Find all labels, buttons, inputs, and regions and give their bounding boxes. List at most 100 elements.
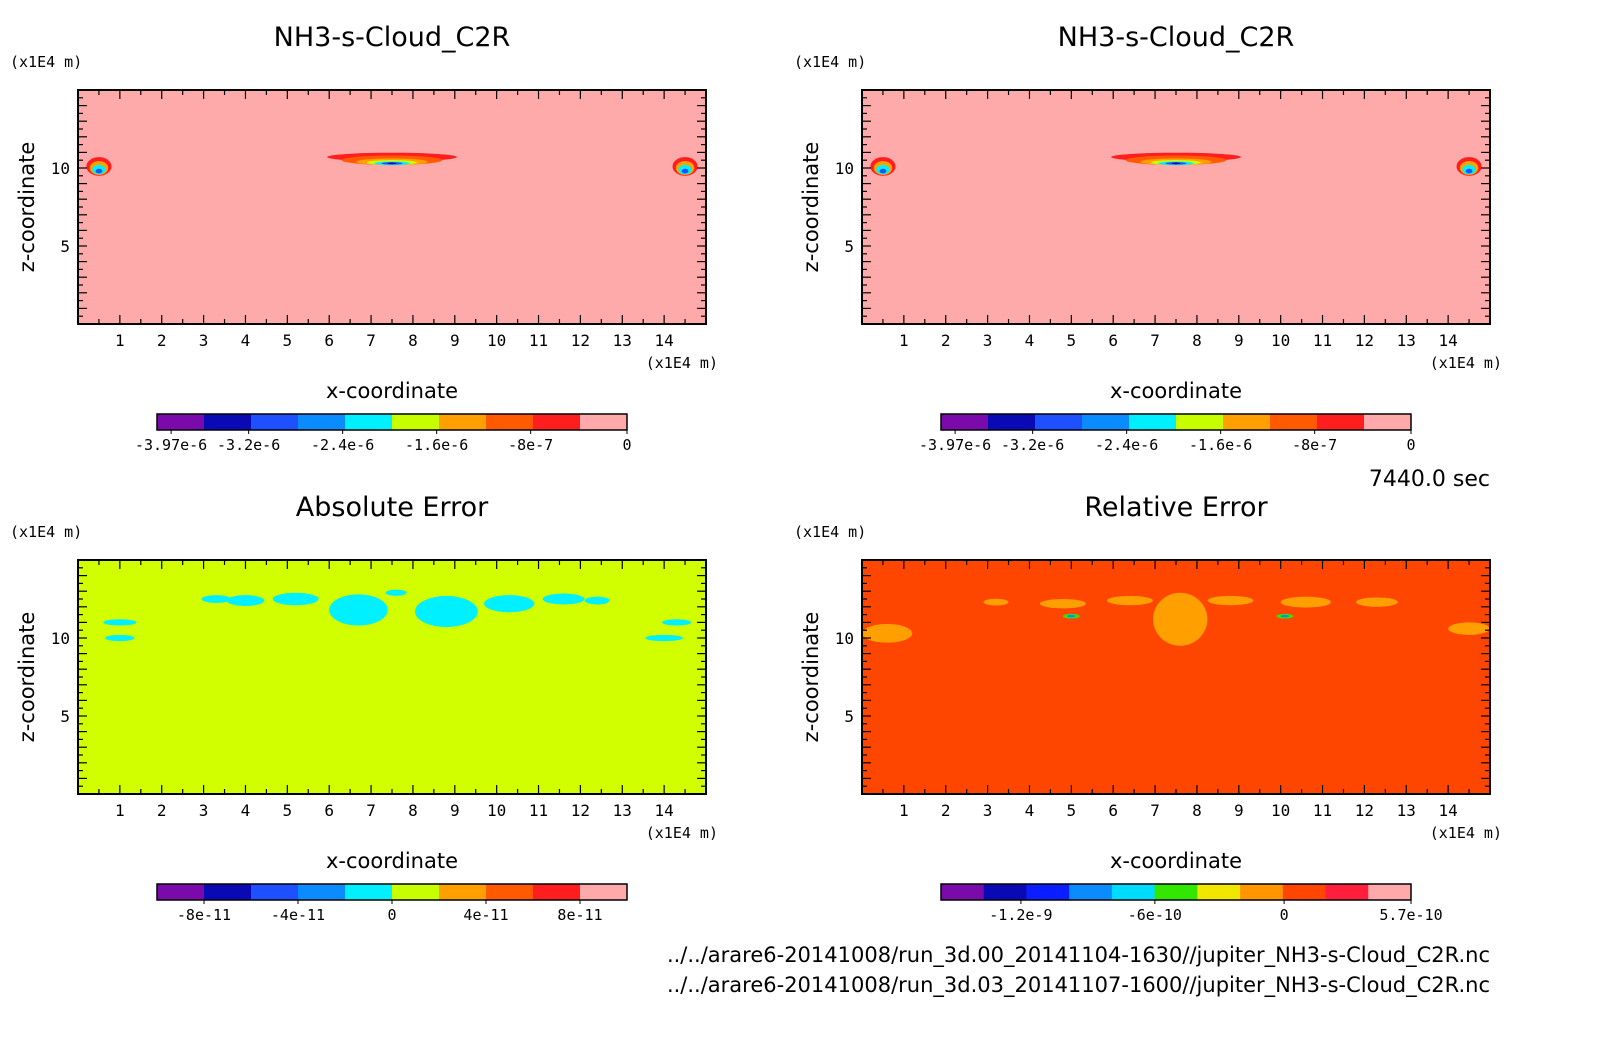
x-tick-label: 2 bbox=[157, 801, 167, 820]
x-tick-label: 4 bbox=[241, 801, 251, 820]
plot-area bbox=[78, 90, 706, 324]
error-patch bbox=[1039, 599, 1086, 609]
error-patch bbox=[415, 595, 478, 628]
x-tick-label: 14 bbox=[1439, 801, 1458, 820]
colorbar-swatch bbox=[345, 884, 393, 900]
x-tick-label: 7 bbox=[366, 801, 376, 820]
z-tick-label: 5 bbox=[844, 237, 854, 256]
colorbar-label: -3.97e-6 bbox=[135, 436, 207, 454]
error-patch bbox=[329, 594, 388, 626]
x-tick-label: 8 bbox=[1192, 801, 1202, 820]
colorbar-swatch bbox=[1026, 884, 1070, 900]
colorbar-swatch bbox=[988, 414, 1036, 430]
x-tick-label: 8 bbox=[1192, 331, 1202, 350]
z-axis-label: z-coordinate bbox=[15, 612, 39, 743]
colorbar-swatch bbox=[1368, 884, 1412, 900]
colorbar-label: -6e-10 bbox=[1128, 906, 1182, 924]
cloud-central bbox=[1171, 162, 1181, 165]
colorbar-swatch bbox=[1082, 414, 1130, 430]
colorbar-swatch bbox=[392, 414, 440, 430]
x-tick-label: 14 bbox=[655, 801, 674, 820]
error-patch bbox=[1356, 597, 1398, 607]
x-axis-label: x-coordinate bbox=[326, 379, 458, 403]
colorbar-swatch bbox=[298, 884, 346, 900]
error-spot bbox=[1067, 614, 1076, 618]
error-patch bbox=[542, 593, 585, 605]
colorbar-label: -8e-7 bbox=[1292, 436, 1337, 454]
z-axis-label: z-coordinate bbox=[799, 142, 823, 273]
z-tick-label: 10 bbox=[51, 629, 70, 648]
z-axis-label: z-coordinate bbox=[799, 612, 823, 743]
x-tick-label: 13 bbox=[1397, 801, 1416, 820]
z-unit-label: (x1E4 m) bbox=[794, 523, 866, 541]
colorbar-label: 5.7e-10 bbox=[1379, 906, 1442, 924]
x-tick-label: 10 bbox=[1271, 331, 1290, 350]
z-unit-label: (x1E4 m) bbox=[794, 53, 866, 71]
z-unit-label: (x1E4 m) bbox=[10, 523, 82, 541]
x-tick-label: 3 bbox=[983, 801, 993, 820]
error-patch bbox=[385, 589, 407, 596]
chart-panel-1: NH3-s-Cloud_C2R(x1E4 m)(x1E4 m)1 2 3 4 5 6 7 8 9… bbox=[10, 22, 718, 454]
z-tick-label: 5 bbox=[60, 707, 70, 726]
x-tick-label: 5 bbox=[283, 801, 293, 820]
colorbar-swatch bbox=[486, 884, 534, 900]
x-tick-label: 5 bbox=[283, 331, 293, 350]
colorbar-label: -1.2e-9 bbox=[989, 906, 1052, 924]
error-patch bbox=[983, 598, 1009, 606]
x-axis-label: x-coordinate bbox=[1110, 849, 1242, 873]
colorbar-label: -8e-11 bbox=[177, 906, 231, 924]
plot-area bbox=[862, 90, 1490, 324]
x-unit-label: (x1E4 m) bbox=[646, 354, 718, 372]
chart-title: NH3-s-Cloud_C2R bbox=[274, 22, 511, 53]
x-unit-label: (x1E4 m) bbox=[1430, 824, 1502, 842]
colorbar-swatch bbox=[533, 414, 581, 430]
x-tick-label: 12 bbox=[571, 331, 590, 350]
x-tick-label: 13 bbox=[613, 331, 632, 350]
colorbar-swatch bbox=[1111, 884, 1156, 900]
colorbar-swatch bbox=[392, 884, 440, 900]
x-tick-label: 2 bbox=[157, 331, 167, 350]
colorbar: -3.97e-6 -3.2e-6 -2.4e-6 -1.6e-6 -8e-7 0 bbox=[919, 413, 1416, 454]
colorbar-swatch bbox=[941, 884, 985, 900]
error-patch bbox=[105, 634, 135, 642]
x-tick-label: 9 bbox=[450, 801, 460, 820]
colorbar-frame bbox=[156, 413, 628, 431]
x-tick-label: 5 bbox=[1067, 801, 1077, 820]
z-tick-label: 5 bbox=[844, 707, 854, 726]
x-tick-label: 3 bbox=[983, 331, 993, 350]
chart-title: NH3-s-Cloud_C2R bbox=[1058, 22, 1295, 53]
colorbar-swatch bbox=[1176, 414, 1224, 430]
colorbar-label: -4e-11 bbox=[271, 906, 325, 924]
error-patch bbox=[226, 595, 265, 607]
x-tick-label: 11 bbox=[529, 331, 548, 350]
colorbar-swatch bbox=[1270, 414, 1318, 430]
colorbar-swatch bbox=[1223, 414, 1271, 430]
x-tick-label: 3 bbox=[199, 801, 209, 820]
colorbar-frame bbox=[940, 413, 1412, 431]
cloud-edge bbox=[95, 168, 103, 174]
error-patch bbox=[1207, 595, 1254, 606]
colorbar-swatch bbox=[1069, 884, 1113, 900]
x-tick-label: 13 bbox=[1397, 331, 1416, 350]
colorbar-swatch bbox=[580, 414, 628, 430]
colorbar-swatch bbox=[1197, 884, 1241, 900]
x-tick-label: 12 bbox=[1355, 801, 1374, 820]
error-patch bbox=[662, 619, 692, 626]
error-patch bbox=[862, 623, 913, 643]
x-tick-label: 1 bbox=[115, 801, 125, 820]
chart-panel-2: NH3-s-Cloud_C2R(x1E4 m)(x1E4 m)1 2 3 4 5 6 7 8 9… bbox=[794, 22, 1502, 454]
colorbar: -8e-11 -4e-11 0 4e-11 8e-11 bbox=[156, 883, 628, 924]
colorbar-label: -3.97e-6 bbox=[919, 436, 991, 454]
x-tick-label: 1 bbox=[899, 331, 909, 350]
error-patch bbox=[1280, 596, 1331, 608]
cloud-central bbox=[387, 162, 397, 165]
chart-panel-4: Relative Error(x1E4 m)(x1E4 m)1 2 3 4 5 6 7 8 9 1… bbox=[794, 492, 1502, 924]
error-patch bbox=[201, 595, 231, 603]
error-patch bbox=[484, 595, 535, 613]
colorbar-swatch bbox=[204, 414, 252, 430]
error-spot bbox=[1280, 614, 1290, 618]
x-tick-label: 1 bbox=[899, 801, 909, 820]
colorbar-swatch bbox=[580, 884, 628, 900]
z-unit-label: (x1E4 m) bbox=[10, 53, 82, 71]
